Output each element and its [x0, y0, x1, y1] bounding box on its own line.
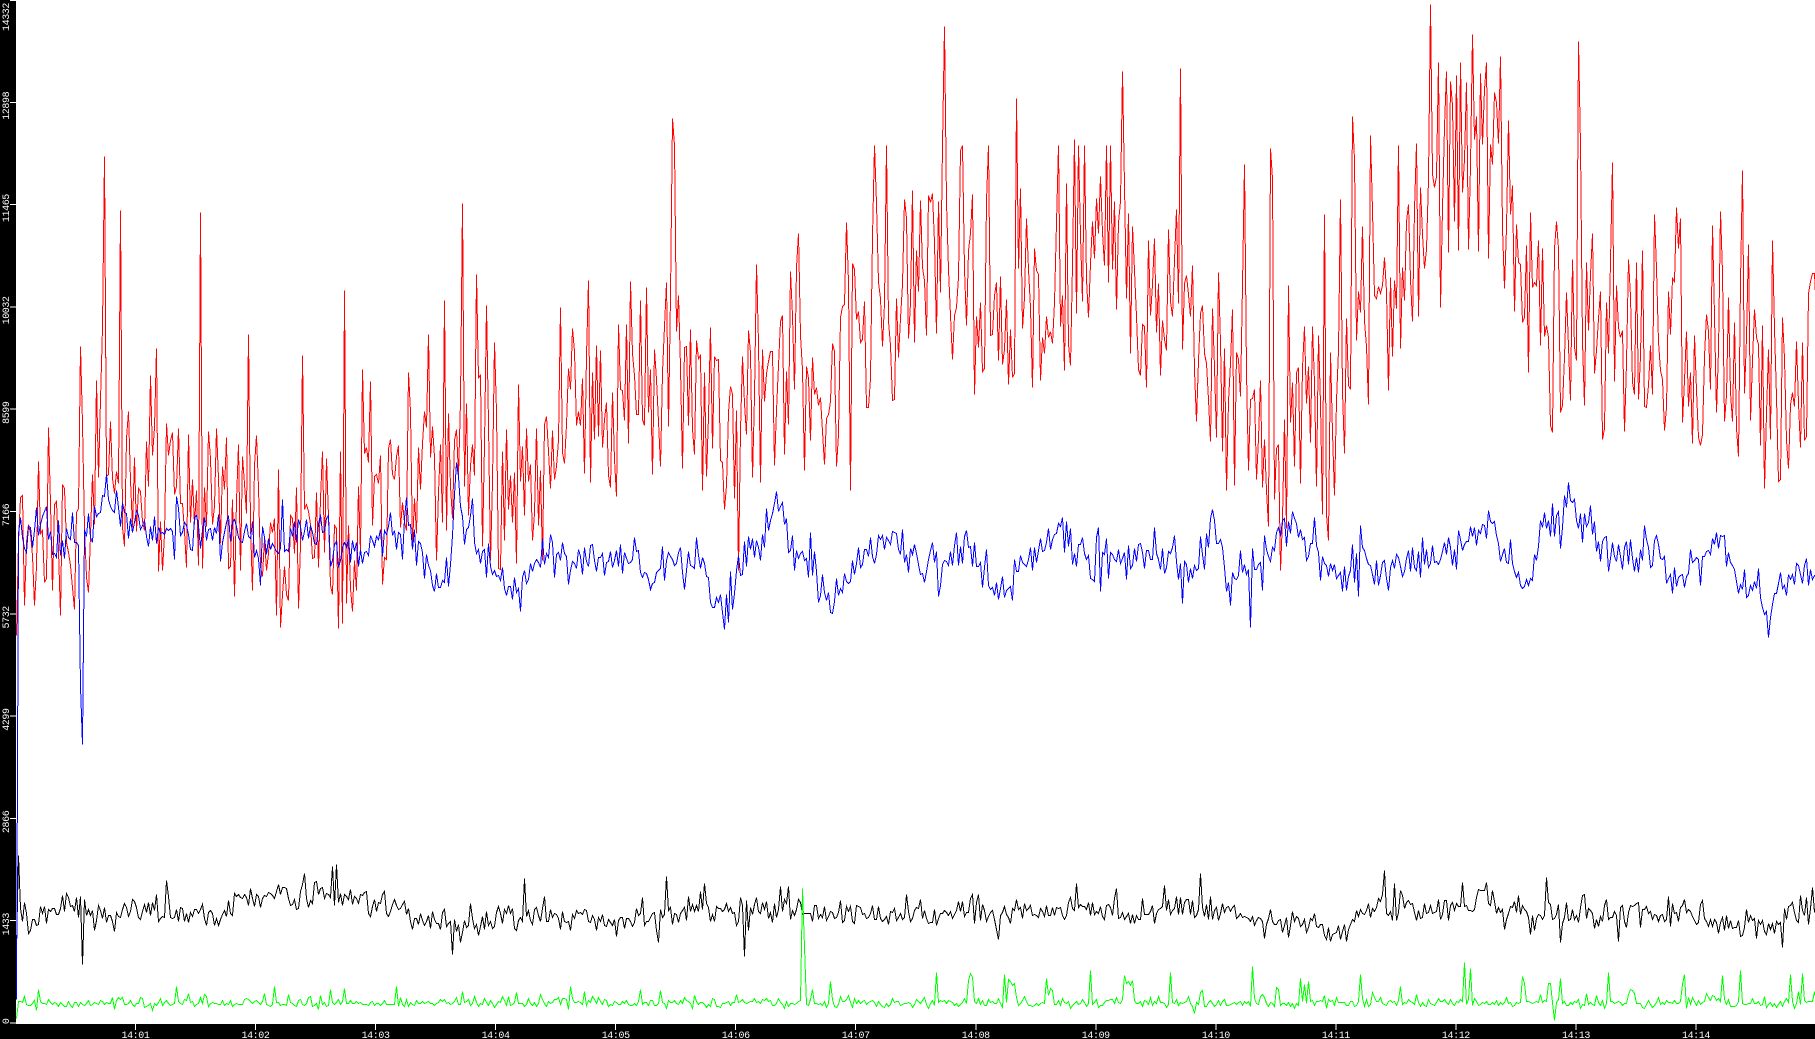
- svg-text:14:06: 14:06: [722, 1031, 750, 1039]
- svg-text:1433: 1433: [2, 913, 13, 936]
- svg-text:14:04: 14:04: [482, 1031, 510, 1039]
- svg-text:14:07: 14:07: [842, 1031, 870, 1039]
- svg-text:14:08: 14:08: [962, 1031, 990, 1039]
- svg-text:5732: 5732: [2, 606, 13, 629]
- svg-text:7166: 7166: [2, 503, 13, 526]
- svg-text:14:10: 14:10: [1202, 1031, 1230, 1039]
- svg-text:11465: 11465: [2, 194, 13, 222]
- svg-text:14:13: 14:13: [1562, 1031, 1590, 1039]
- svg-text:8599: 8599: [2, 401, 13, 424]
- svg-text:4299: 4299: [2, 708, 13, 731]
- svg-text:0: 0: [2, 1018, 13, 1024]
- svg-text:12898: 12898: [2, 91, 13, 119]
- svg-text:14:14: 14:14: [1682, 1031, 1710, 1039]
- svg-text:14:03: 14:03: [362, 1031, 390, 1039]
- svg-text:14:05: 14:05: [602, 1031, 630, 1039]
- svg-text:14:11: 14:11: [1322, 1031, 1350, 1039]
- svg-text:14:09: 14:09: [1082, 1031, 1110, 1039]
- svg-text:14332: 14332: [2, 3, 13, 31]
- svg-text:14:01: 14:01: [121, 1031, 149, 1039]
- svg-text:14:12: 14:12: [1442, 1031, 1470, 1039]
- svg-text:14:02: 14:02: [241, 1031, 269, 1039]
- svg-text:2866: 2866: [2, 810, 13, 833]
- svg-text:10032: 10032: [2, 296, 13, 324]
